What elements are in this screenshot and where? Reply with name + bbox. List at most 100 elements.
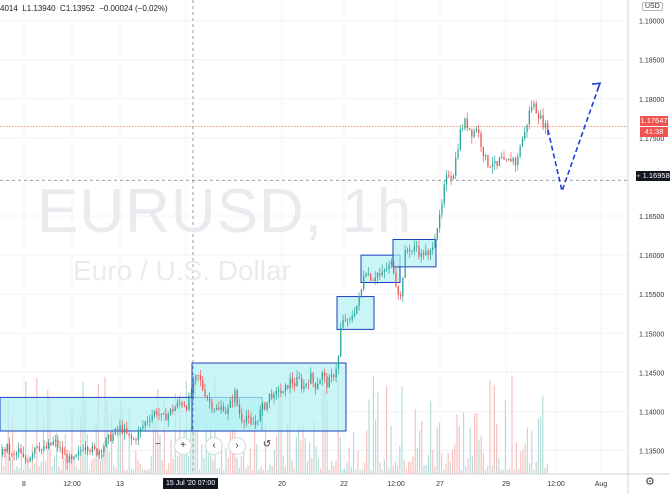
- candle-body: [202, 379, 204, 390]
- candle-body: [107, 434, 110, 439]
- candle-body: [204, 389, 206, 397]
- candle-body: [289, 378, 291, 389]
- candle-body: [425, 250, 427, 256]
- candle-body: [409, 249, 411, 252]
- candle-body: [275, 390, 277, 395]
- candle-body: [337, 356, 340, 369]
- candle-body: [432, 247, 434, 250]
- volume-bar: [306, 461, 308, 474]
- plus-icon[interactable]: +: [636, 171, 641, 180]
- candle-body: [186, 406, 188, 410]
- volume-bar: [29, 467, 31, 474]
- candle-body: [480, 133, 482, 147]
- volume-bar: [405, 468, 407, 474]
- volume-bar: [427, 455, 429, 474]
- candle-body: [123, 428, 126, 433]
- volume-bar: [357, 450, 359, 474]
- volume-bar: [502, 469, 504, 474]
- volume-bar: [458, 426, 460, 474]
- candle-body: [503, 157, 505, 160]
- y-tick-label: 1.16000: [639, 253, 664, 260]
- candle-body: [87, 447, 89, 451]
- candle-body: [466, 118, 468, 129]
- volume-bar: [34, 464, 36, 474]
- reset-chart-button[interactable]: ↺: [262, 439, 272, 450]
- consolidation-boxes: [0, 239, 437, 432]
- currency-label[interactable]: USD: [642, 2, 663, 11]
- candle-body: [199, 375, 202, 380]
- volume-bar: [480, 435, 482, 474]
- candle-body: [496, 161, 498, 166]
- candle-body: [98, 450, 100, 456]
- candle-body: [370, 273, 372, 281]
- candle-body: [547, 122, 549, 134]
- candle-body: [328, 377, 330, 388]
- zoom-in-button[interactable]: +: [174, 437, 192, 455]
- volume-bar: [375, 419, 377, 474]
- candle-body: [535, 103, 537, 114]
- candle-body: [404, 250, 406, 278]
- volume-bar: [366, 430, 368, 474]
- candle-body: [528, 110, 530, 125]
- y-tick-label: 1.18000: [639, 97, 664, 104]
- candle-body: [317, 384, 319, 389]
- volume-bar: [370, 469, 372, 474]
- candle-body: [305, 383, 307, 386]
- scroll-left-button[interactable]: ‹: [205, 437, 223, 455]
- gear-icon[interactable]: ⚙: [645, 476, 655, 488]
- candle-body: [8, 443, 11, 455]
- candle-body: [268, 393, 271, 403]
- candle-body: [119, 425, 121, 431]
- volume-bar: [254, 420, 256, 474]
- candle-body: [206, 396, 208, 399]
- y-tick-label: 1.16500: [639, 214, 664, 221]
- zoom-out-button[interactable]: −: [155, 439, 161, 450]
- candle-body: [271, 393, 273, 399]
- volume-bar: [249, 448, 251, 474]
- candle-body: [188, 395, 190, 410]
- volume-bar: [170, 439, 172, 474]
- volume-bar: [394, 461, 396, 474]
- candle-body: [245, 415, 248, 423]
- x-tick-label: Aug: [595, 481, 608, 488]
- candle-body: [75, 454, 77, 457]
- volume-bar: [313, 420, 315, 474]
- volume-bar: [95, 421, 97, 474]
- volume-bar: [9, 456, 11, 474]
- volume-bar: [333, 465, 335, 474]
- candle-body: [393, 261, 395, 273]
- candle-body: [537, 113, 540, 119]
- candle-body: [91, 446, 93, 452]
- scroll-right-button[interactable]: ›: [228, 437, 246, 455]
- volume-bar: [7, 398, 9, 474]
- x-tick-label: 12:00: [63, 481, 81, 488]
- cursor-price-tag: +1.16958: [636, 171, 670, 181]
- candle-body: [89, 450, 91, 452]
- candle-body: [413, 246, 415, 251]
- candle-body: [197, 375, 199, 376]
- volume-bar: [135, 450, 137, 474]
- watermark-symbol: EURUSD, 1h: [37, 177, 413, 246]
- candle-body: [137, 431, 139, 441]
- candle-body: [365, 274, 367, 277]
- candle-body: [158, 414, 160, 416]
- volume-bar: [504, 400, 506, 474]
- volume-bar: [247, 465, 249, 474]
- candle-body: [372, 280, 374, 282]
- candle-body: [73, 456, 75, 459]
- volume-bar: [390, 425, 392, 474]
- volume-bar: [27, 454, 29, 474]
- volume-bar: [93, 457, 95, 474]
- candle-body: [179, 402, 181, 404]
- candle-body: [59, 447, 61, 449]
- candle-body: [443, 183, 445, 204]
- candle-body: [163, 413, 165, 415]
- volume-bar: [531, 431, 533, 474]
- volume-bar: [478, 440, 480, 474]
- volume-bar: [258, 469, 260, 474]
- candle-body: [514, 157, 517, 166]
- volume-bar: [282, 456, 284, 474]
- candle-body: [149, 420, 151, 422]
- x-tick-label: 8: [22, 481, 26, 488]
